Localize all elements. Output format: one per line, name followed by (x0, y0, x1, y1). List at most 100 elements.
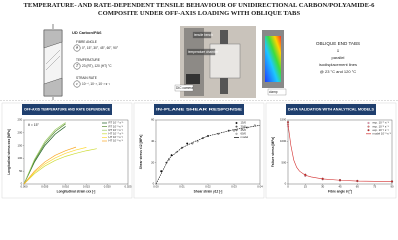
x-tick-label: 0.020 (104, 185, 111, 189)
legend-label: 15/0 (241, 121, 247, 125)
legend-swatch (235, 129, 238, 132)
y-tick-label: 150 (18, 143, 23, 147)
y-tick-label: 40 (151, 139, 155, 143)
tabs-text: ⇓ (336, 48, 339, 53)
x-tick-label: 0.00 (153, 185, 159, 189)
tabs-text: OBLIQUE END TABS (316, 41, 360, 46)
x-axis-label: Longitudinal strain εxx [-] (57, 189, 96, 193)
x-tick-label: 0.01 (179, 185, 185, 189)
y-tick-label: 0 (285, 182, 287, 186)
series-line (23, 147, 87, 185)
y-tick-label: 0 (21, 182, 23, 186)
param-symbol: T (76, 63, 79, 68)
y-tick-label: 200 (18, 131, 23, 135)
legend-label: HT 10⁻² s⁻¹ (109, 139, 124, 143)
param-icon (73, 80, 81, 88)
x-tick-label: 60 (356, 185, 360, 189)
plot-area (23, 119, 129, 185)
y-tick-label: 20 (151, 160, 155, 164)
x-tick-label: 30 (321, 185, 325, 189)
legend-label: 30/0 (241, 124, 247, 128)
legend-label: HT 10⁻³ s⁻¹ (109, 135, 124, 139)
series-line (23, 148, 97, 185)
legend-label: RT 10⁻² s⁻¹ (109, 128, 124, 132)
tabs-text: isodisplacement lines (319, 62, 357, 67)
legend-label: 60/0 (241, 132, 247, 136)
legend-label: exp. 10⁻² s⁻¹ (373, 128, 389, 132)
x-axis-label: Fibre angle θ [°] (328, 189, 352, 193)
title: TEMPERATURE- AND RATE-DEPENDENT TENSILE … (23, 2, 375, 17)
param-value: 0°, 15°, 30°, 45°, 60°, 90° (82, 46, 119, 50)
y-axis-label: Failure stress [MPa] (271, 137, 275, 167)
param-icon (73, 62, 81, 70)
tabs-text: @ 23 °C and 120 °C (320, 69, 357, 74)
label-box (267, 88, 287, 96)
setup-label: tensile bench (194, 33, 213, 37)
y-tick-label: 1000 (280, 139, 287, 143)
setup-label: DIC camera (176, 86, 193, 90)
legend-swatch (367, 125, 370, 128)
y-tick-label: 100 (18, 156, 23, 160)
label-box (192, 31, 212, 39)
dic-field (262, 30, 284, 88)
data-point (287, 121, 289, 124)
label-box (186, 48, 216, 56)
legend-label: 45/0 (241, 128, 247, 132)
series-line (23, 126, 66, 185)
legend-label: exp. 10⁻⁴ s⁻¹ (373, 121, 390, 125)
model-line (287, 124, 393, 182)
setup-label: clamp (269, 90, 278, 94)
data-point (186, 142, 189, 145)
param-label: TEMPERATURE (76, 58, 100, 62)
legend-swatch (235, 125, 238, 128)
panel-header (22, 104, 112, 115)
param-value: 23 (RT), 120 (HT) °C (82, 64, 112, 68)
panel-frame (133, 102, 265, 199)
x-tick-label: 15 (304, 185, 308, 189)
x-tick-label: 0.000 (21, 185, 28, 189)
x-tick-label: 45 (338, 185, 342, 189)
panel-header (154, 104, 244, 115)
legend-label: model (241, 135, 249, 139)
param-label: FIBRE ANGLE (76, 40, 97, 44)
y-tick-label: 60 (151, 118, 155, 122)
data-point (160, 170, 163, 173)
panel-header (286, 104, 376, 115)
y-axis-label: Shear stress τ12 [MPa] (139, 135, 143, 170)
y-tick-label: 250 (18, 118, 23, 122)
data-point (233, 129, 235, 132)
panel-title: IN-PLANE SHEAR RESPONSE (156, 108, 243, 112)
x-axis-label: Shear strain γ12 [-] (194, 189, 223, 193)
y-tick-label: 500 (282, 160, 287, 164)
legend-label: RT 10⁻⁴ s⁻¹ (109, 121, 124, 125)
x-tick-label: 0.03 (231, 185, 237, 189)
graphical-abstract: UD Carbon/PA6 FIBRE ANGLE θ 0°, 15°, 30°, 4… (0, 2, 398, 199)
legend-label: HT 10⁻⁴ s⁻¹ (109, 132, 124, 136)
annotation: θ = 15° (28, 123, 40, 127)
series-line (23, 146, 77, 185)
setup-label: temperature chamber (188, 50, 219, 54)
x-tick-label: 0.005 (41, 185, 48, 189)
legend-label: exp. 10⁻³ s⁻¹ (373, 124, 389, 128)
label-box (174, 84, 194, 92)
x-tick-label: 0.015 (83, 185, 90, 189)
legend-label: RT 10⁻³ s⁻¹ (109, 124, 124, 128)
legend-label: model 10⁻³ s⁻¹ (373, 132, 392, 136)
panel-title: OFF-AXIS TEMPERATURE AND RATE DEPENDENCE (24, 108, 111, 112)
param-value: 10⁻⁴, 10⁻³, 10⁻² s⁻¹ (82, 82, 110, 86)
x-tick-label: 0.04 (257, 185, 263, 189)
legend-swatch (367, 129, 370, 132)
series-line (23, 122, 66, 185)
param-icon (73, 44, 81, 52)
specimen-drawing (43, 24, 63, 100)
x-tick-label: 0 (287, 185, 289, 189)
param-symbol: θ (76, 45, 78, 50)
param-label: STRAIN RATE (76, 76, 97, 80)
y-axis-label: Longitudinal stress σxx [MPa] (7, 129, 11, 175)
x-tick-label: 90 (390, 185, 394, 189)
legend-swatch (367, 122, 370, 124)
x-tick-label: 0.02 (205, 185, 211, 189)
panel-title: DATA VALIDATION WITH ANALYTICAL MODELS (288, 108, 375, 112)
tabs-text: parallel (332, 55, 345, 60)
model-line (155, 125, 261, 185)
